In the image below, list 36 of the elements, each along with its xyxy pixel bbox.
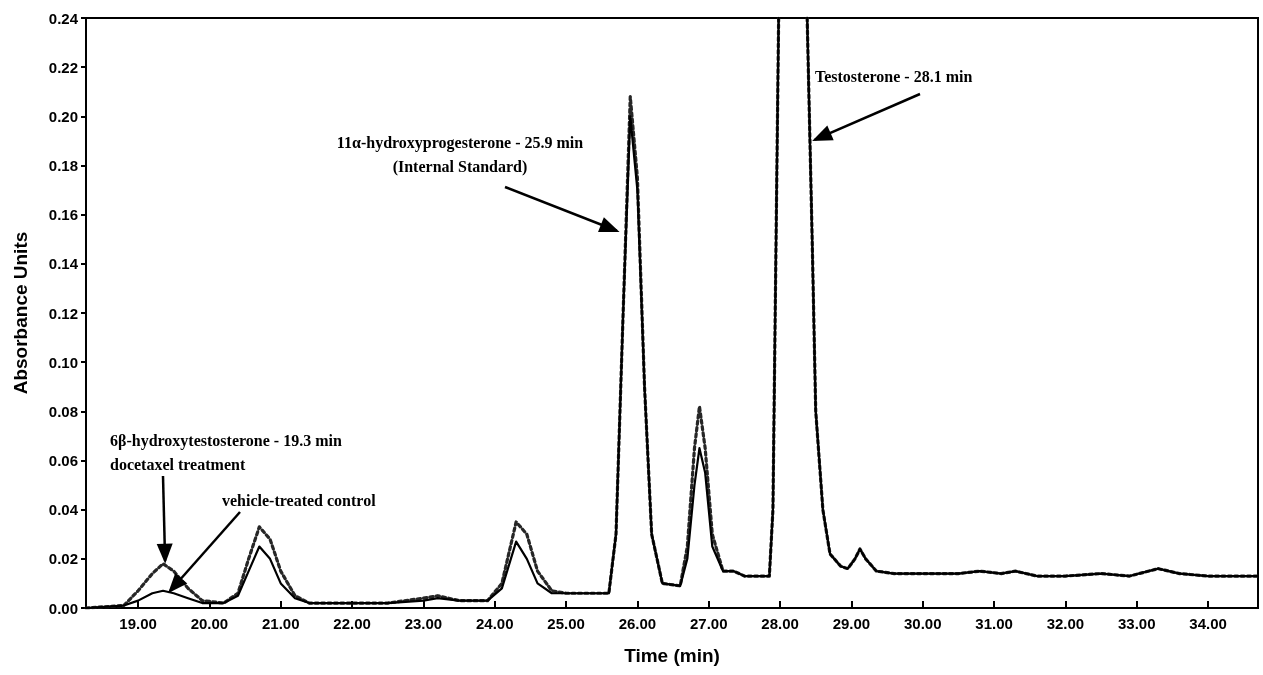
y-tick-label: 0.08 [48, 402, 78, 420]
y-tick-label: 0.18 [48, 157, 78, 174]
y-tick-label: 0.12 [48, 304, 78, 322]
x-tick-label: 28.00 [761, 615, 799, 632]
x-axis-title: Time (min) [624, 645, 720, 666]
y-tick-label: 0.24 [48, 9, 79, 27]
x-tick-label: 34.00 [1189, 615, 1227, 632]
annotation: 11α-hydroxyprogesterone - 25.9 min (Internal Standard) [336, 134, 584, 176]
x-tick-label: 26.00 [618, 615, 657, 632]
annotation: vehicle-treated control [222, 492, 377, 509]
annotation: Testosterone - 28.1 min [815, 68, 973, 85]
x-tick-label: 19.00 [119, 615, 157, 632]
x-tick-label: 32.00 [1046, 615, 1085, 632]
x-tick-label: 21.00 [261, 615, 300, 632]
x-tick-label: 20.00 [190, 615, 229, 632]
x-tick-label: 30.00 [903, 615, 942, 632]
y-tick-label: 0.02 [48, 550, 78, 568]
y-tick-label: 0.22 [48, 58, 78, 76]
x-tick-label: 27.00 [689, 615, 728, 632]
x-tick-label: 25.00 [547, 615, 585, 632]
x-tick-label: 23.00 [404, 615, 443, 632]
y-tick-label: 0.06 [48, 452, 78, 469]
y-axis-title: Absorbance Units [10, 231, 31, 395]
x-tick-label: 29.00 [832, 615, 871, 632]
y-tick-label: 0.04 [48, 501, 79, 519]
y-tick-label: 0.14 [48, 255, 79, 273]
y-tick-label: 0.16 [48, 206, 78, 224]
y-tick-label: 0.00 [48, 599, 78, 617]
annotation: 6β-hydroxytestosterone - 19.3 min [110, 432, 342, 450]
x-tick-label: 33.00 [1117, 615, 1156, 632]
y-tick-label: 0.10 [48, 353, 78, 371]
annotation: docetaxel treatment [110, 456, 246, 473]
x-tick-label: 24.00 [475, 615, 514, 632]
x-tick-label: 31.00 [975, 615, 1013, 632]
y-tick-label: 0.20 [48, 107, 78, 125]
x-tick-label: 22.00 [333, 615, 371, 632]
